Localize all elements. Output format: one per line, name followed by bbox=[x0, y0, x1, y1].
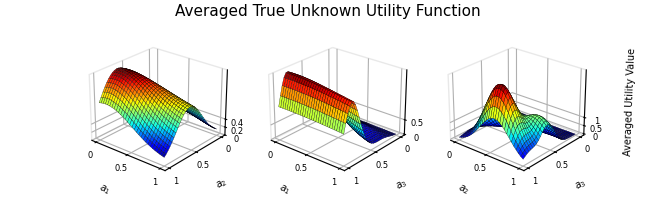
X-axis label: $a_1$: $a_1$ bbox=[97, 182, 112, 197]
Y-axis label: $a_3$: $a_3$ bbox=[394, 176, 410, 193]
X-axis label: $a_2$: $a_2$ bbox=[456, 182, 471, 197]
Y-axis label: $a_3$: $a_3$ bbox=[573, 176, 589, 193]
Y-axis label: $a_2$: $a_2$ bbox=[215, 176, 230, 192]
Text: Averaged True Unknown Utility Function: Averaged True Unknown Utility Function bbox=[175, 4, 481, 19]
X-axis label: $a_1$: $a_1$ bbox=[277, 182, 292, 197]
